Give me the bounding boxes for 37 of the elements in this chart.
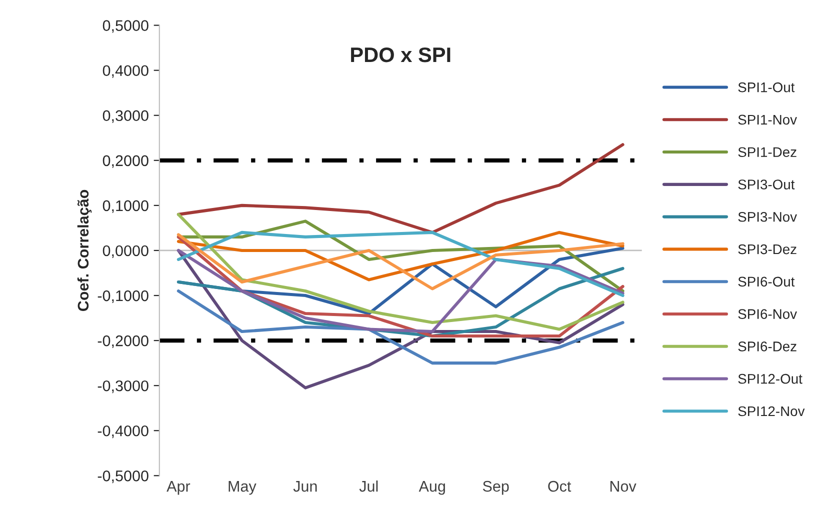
y-tick-label: -0,1000 xyxy=(98,290,148,303)
y-tick-label: -0,3000 xyxy=(98,380,148,394)
legend-label: SPI1-Out xyxy=(738,82,795,92)
x-tick-label: Apr xyxy=(166,481,190,495)
legend-label: SPI12-Nov xyxy=(738,406,805,416)
y-tick-label: 0,5000 xyxy=(102,20,148,33)
x-tick-label: Aug xyxy=(418,481,445,495)
y-tick-label: -0,4000 xyxy=(98,425,148,438)
x-tick-label: May xyxy=(228,481,256,495)
line-series xyxy=(176,143,624,234)
legend-label: SPI1-Nov xyxy=(738,114,797,125)
x-tick-label: Sep xyxy=(482,480,509,495)
x-tick-label: Nov xyxy=(610,481,636,492)
legend-label: SPI3-Out xyxy=(738,180,795,190)
line-series xyxy=(176,230,624,282)
y-tick-label: 0,2000 xyxy=(102,155,148,168)
line-series xyxy=(176,289,624,365)
x-tick-label: Jul xyxy=(359,480,378,492)
x-tick-label: Oct xyxy=(548,480,572,492)
legend-label: SPI6-Out xyxy=(738,276,795,287)
legend-label: SPI3-Dez xyxy=(738,244,796,254)
y-tick-label: -0,2000 xyxy=(98,335,148,348)
y-tick-label: 0,3000 xyxy=(102,110,148,123)
y-tick-label: 0,0000 xyxy=(102,245,148,258)
x-tick-label: Jun xyxy=(293,481,317,492)
y-tick-label: 0,4000 xyxy=(102,65,148,78)
legend-label: SPI12-Out xyxy=(738,374,802,384)
text: PDO x SPI xyxy=(351,47,450,62)
y-axis-title: Coef. Correlação xyxy=(77,190,92,311)
line-series xyxy=(176,248,624,334)
y-tick-label: -0,5000 xyxy=(98,470,148,484)
legend-label: SPI6-Dez xyxy=(738,342,796,352)
legend-label: SPI6-Nov xyxy=(738,309,797,319)
legend-label: SPI3-Nov xyxy=(738,212,797,222)
legend-label: SPI1-Dez xyxy=(738,147,796,158)
y-tick-label: 0,1000 xyxy=(102,200,148,213)
line-series xyxy=(176,212,624,331)
